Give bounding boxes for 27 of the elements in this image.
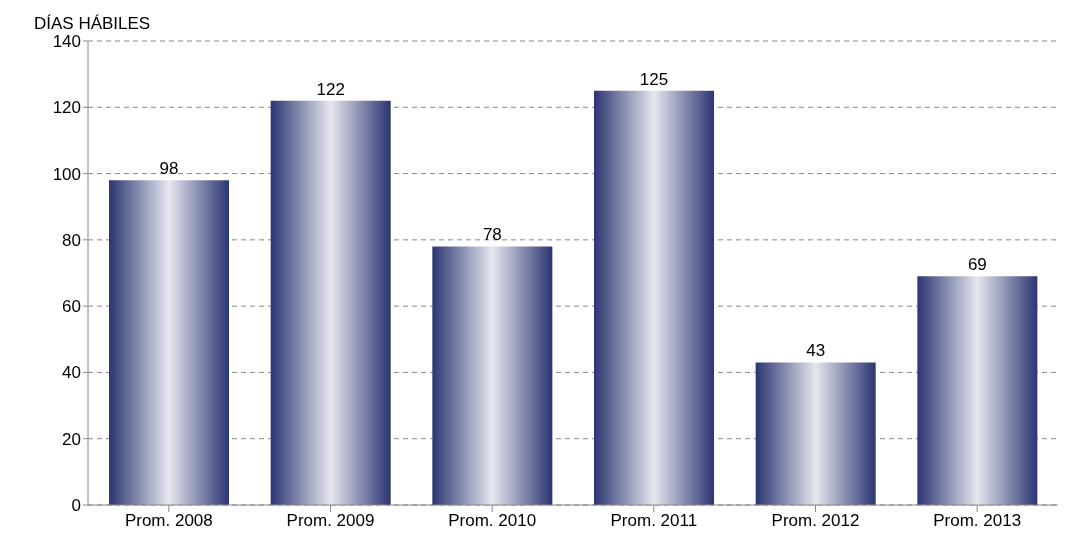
data-label: 69 (967, 255, 987, 275)
y-tick-label: 0 (71, 496, 81, 516)
data-label: 78 (482, 225, 502, 245)
data-label: 98 (159, 159, 179, 179)
bar (755, 362, 876, 505)
x-tick-label: Prom. 2013 (933, 511, 1022, 531)
y-tick-label: 100 (52, 164, 81, 184)
data-label: 122 (316, 79, 345, 99)
bar (917, 276, 1038, 505)
y-tick-label: 140 (52, 32, 81, 52)
y-tick-label: 40 (62, 363, 81, 383)
data-label: 43 (806, 341, 826, 361)
y-axis-title: DÍAS HÁBILES (34, 14, 151, 34)
x-tick-label: Prom. 2008 (124, 511, 213, 531)
x-tick-label: Prom. 2012 (771, 511, 860, 531)
x-tick-label: Prom. 2010 (448, 511, 537, 531)
x-tick-label: Prom. 2011 (610, 511, 698, 531)
bar (270, 100, 391, 505)
y-tick-label: 60 (62, 297, 81, 317)
x-tick-label: Prom. 2009 (286, 511, 375, 531)
bar (432, 246, 553, 505)
y-tick-label: 80 (62, 230, 81, 250)
y-tick-label: 120 (52, 98, 81, 118)
y-tick-label: 20 (62, 429, 81, 449)
bar (109, 180, 230, 505)
data-label: 125 (639, 69, 669, 89)
bar (594, 90, 715, 505)
